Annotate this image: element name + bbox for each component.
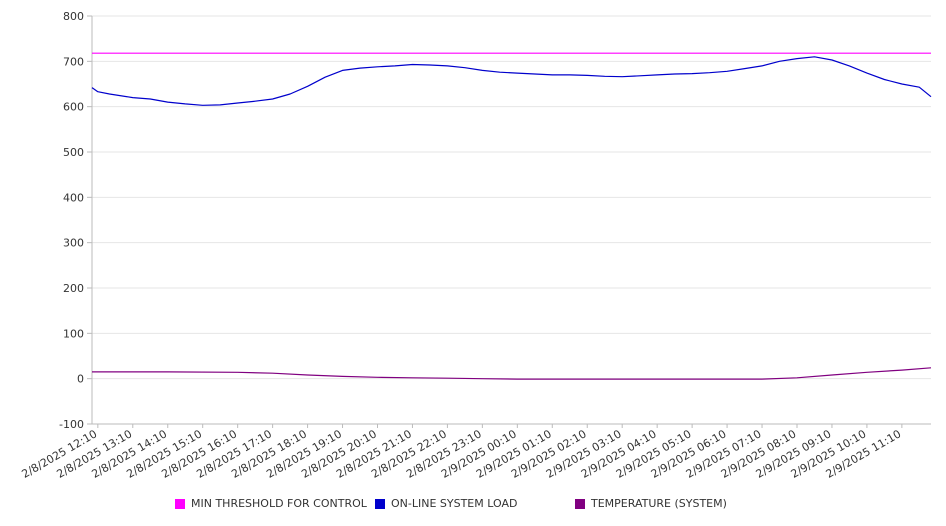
legend-swatch-min-threshold	[175, 498, 185, 509]
y-tick-label: 500	[63, 146, 84, 159]
legend-label-temperature: TEMPERATURE (SYSTEM)	[591, 497, 727, 510]
y-tick-label: 400	[63, 191, 84, 204]
legend-item-temperature: TEMPERATURE (SYSTEM)	[575, 497, 727, 510]
legend-swatch-temperature	[575, 498, 585, 509]
y-tick-label: 700	[63, 55, 84, 68]
legend-item-min-threshold: MIN THRESHOLD FOR CONTROL	[175, 497, 367, 510]
series-line-temperature	[92, 367, 932, 380]
y-tick-label: 300	[63, 237, 84, 250]
legend-swatch-system-load	[375, 498, 385, 509]
y-tick-label: 600	[63, 101, 84, 114]
legend-label-system-load: ON-LINE SYSTEM LOAD	[391, 497, 518, 510]
legend: MIN THRESHOLD FOR CONTROL ON-LINE SYSTEM…	[0, 497, 946, 515]
y-tick-label: 800	[63, 10, 84, 23]
x-axis-tick-labels: 2/8/2025 12:102/8/2025 13:102/8/2025 14:…	[20, 427, 904, 481]
y-tick-label: 0	[77, 373, 84, 386]
legend-label-min-threshold: MIN THRESHOLD FOR CONTROL	[191, 497, 367, 510]
series-lines	[91, 52, 932, 380]
legend-item-system-load: ON-LINE SYSTEM LOAD	[375, 497, 517, 510]
y-tick-label: 100	[63, 327, 84, 340]
y-tick-label: -100	[59, 418, 84, 431]
series-line-system-load	[91, 56, 932, 106]
grid-lines	[92, 15, 931, 425]
axes	[87, 15, 931, 428]
y-axis-tick-labels: 800 700 600 500 400 300 200 100 0 -100	[59, 10, 84, 431]
y-tick-label: 200	[63, 282, 84, 295]
